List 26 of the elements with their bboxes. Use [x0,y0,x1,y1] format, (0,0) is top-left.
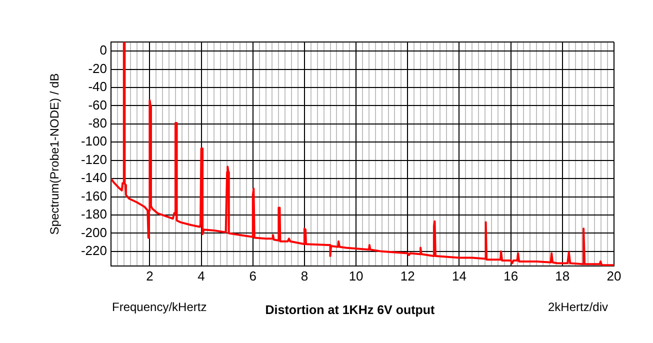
y-tick-label: -20 [88,60,107,76]
x-tick-label: 10 [348,268,364,284]
y-tick-label: -100 [80,134,107,149]
y-tick-label: 0 [100,42,107,58]
x-tick-label: 2 [146,268,154,284]
text: Distortion at 1KHz 6V output [265,303,435,317]
y-tick-label: -80 [88,116,107,131]
y-tick-label: -40 [88,79,107,94]
x-tick-label: 16 [504,268,518,284]
x-tick-label: 4 [198,268,205,284]
x-tick-label: 12 [400,268,415,284]
y-axis-title: Spectrum(Probe1-NODE) / dB [48,73,62,235]
x-tick-label: 14 [452,268,466,284]
y-tick-label: -120 [80,152,107,167]
text: 2kHertz/div [548,300,608,314]
y-tick-label: -140 [80,170,107,186]
x-axis-title: Frequency/kHertz [112,300,207,314]
y-tick-label: -160 [80,188,107,204]
x-tick-label: 6 [249,268,256,284]
x-tick-label: 20 [606,268,622,284]
y-tick-label: -60 [88,97,107,112]
x-tick-label: 8 [300,268,308,284]
y-tick-label: -180 [80,206,107,222]
y-tick-label: -200 [80,224,107,240]
y-tick-label: -220 [80,243,107,258]
x-tick-label: 18 [555,268,570,284]
